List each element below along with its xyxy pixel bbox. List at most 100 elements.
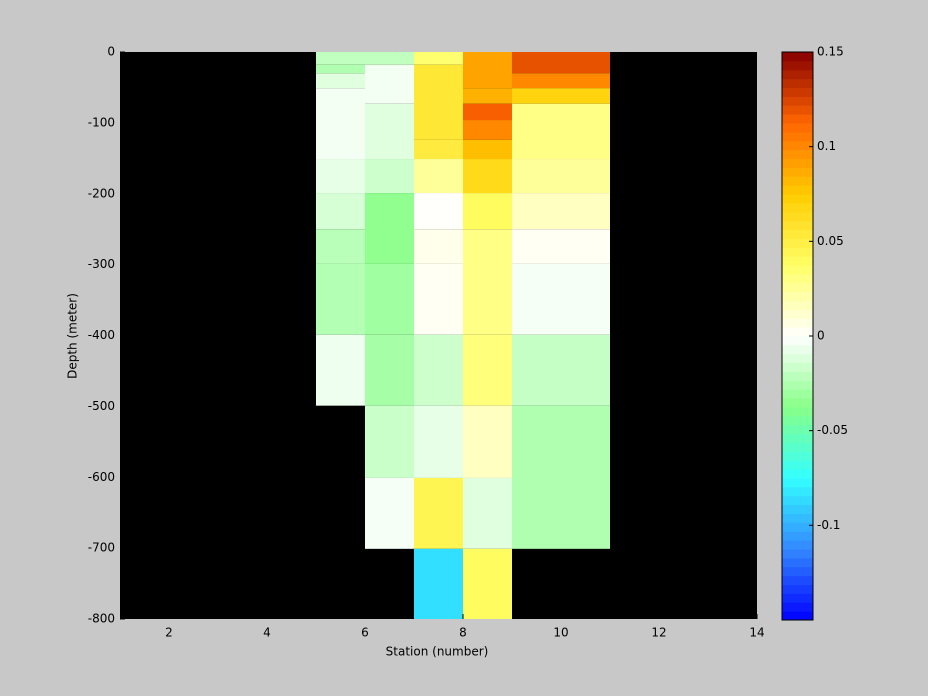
colorbar-step [782,557,813,568]
colorbar-tick-label: 0.1 [817,139,836,153]
heat-cell [316,52,365,65]
colorbar-step [782,611,813,621]
heat-cell [512,405,610,549]
heat-cell [316,88,365,160]
heat-cell [463,139,512,160]
colorbar-step [782,584,813,594]
colorbar-step [782,185,813,195]
colorbar-step [782,478,813,488]
colorbar-step [782,380,813,390]
heat-cell [365,64,414,104]
colorbar-step [782,194,813,204]
x-tick-label: 2 [165,626,173,640]
colorbar-step [782,353,813,364]
colorbar-step [782,105,813,115]
heat-cell [512,193,610,230]
colorbar-step [782,531,813,541]
heat-cell [463,193,512,230]
heat-cell [512,52,610,74]
y-axis-label: Depth (meter) [66,293,80,379]
colorbar-step [782,549,813,559]
heat-cell [316,334,365,406]
colorbar-step [782,96,813,106]
x-tick-label: 6 [361,626,369,640]
heat-cell [512,263,610,335]
colorbar-step [782,211,813,222]
colorbar-step [782,158,813,168]
x-tick-label: 8 [459,626,467,640]
heat-cell [316,193,365,230]
heat-cell [365,52,414,65]
colorbar-step [782,371,813,381]
y-tick-label: -200 [88,186,115,200]
colorbar-step [782,442,813,452]
colorbar-step [782,273,813,284]
colorbar-step [782,389,813,399]
colorbar-step [782,87,813,97]
colorbar-step [782,593,813,603]
colorbar-step [782,123,813,133]
y-tick-label: 0 [107,45,115,59]
heat-cell [316,263,365,335]
heat-cell [463,229,512,335]
x-tick-label: 4 [263,626,271,640]
colorbar-step [782,114,813,124]
colorbar-step [782,140,813,151]
y-tick-label: -700 [88,541,115,555]
colorbar-step [782,176,813,186]
heat-cell [512,103,610,160]
heat-cell [365,405,414,478]
colorbar-step [782,566,813,577]
y-tick-label: -800 [88,612,115,626]
heat-cell [512,229,610,264]
x-tick-label: 10 [553,626,568,640]
colorbar-step [782,540,813,550]
heat-cell [414,548,463,619]
colorbar-step [782,362,813,372]
heat-cell [414,229,463,264]
heat-cell [414,334,463,406]
colorbar-step [782,229,813,239]
x-tick-label: 14 [749,626,764,640]
colorbar-step [782,451,813,461]
y-tick-label: -300 [88,257,115,271]
heat-cell [316,229,365,264]
colorbar-step [782,220,813,230]
x-axis-label: Station (number) [386,645,489,659]
colorbar-step [782,344,813,355]
colorbar-step [782,247,813,257]
heat-cell [365,193,414,264]
heat-cell [414,405,463,478]
heat-cell [316,64,365,74]
colorbar-step [782,398,813,408]
y-tick-label: -400 [88,328,115,342]
colorbar-step [782,300,813,310]
heat-cell [316,73,365,89]
colorbar-step [782,256,813,266]
heat-cell [512,159,610,194]
colorbar-tick-label: 0.15 [817,45,844,59]
heat-cell [414,139,463,160]
colorbar-step [782,52,813,62]
colorbar-step [782,460,813,470]
colorbar-step [782,60,813,71]
colorbar-tick-label: -0.05 [817,423,848,437]
colorbar-step [782,282,813,293]
y-tick-label: -100 [88,115,115,129]
colorbar-step [782,238,813,248]
colorbar-step [782,131,813,142]
x-tick-label: 12 [651,626,666,640]
heat-cell [512,334,610,406]
colorbar-step [782,202,813,213]
colorbar-tick-label: 0 [817,329,825,343]
colorbar-step [782,513,813,523]
heat-cell [365,477,414,549]
heat-cell [463,159,512,194]
heat-cell [463,405,512,478]
heat-cell [414,159,463,194]
heat-cell [365,263,414,335]
heat-cell [512,73,610,89]
colorbar-step [782,327,813,337]
